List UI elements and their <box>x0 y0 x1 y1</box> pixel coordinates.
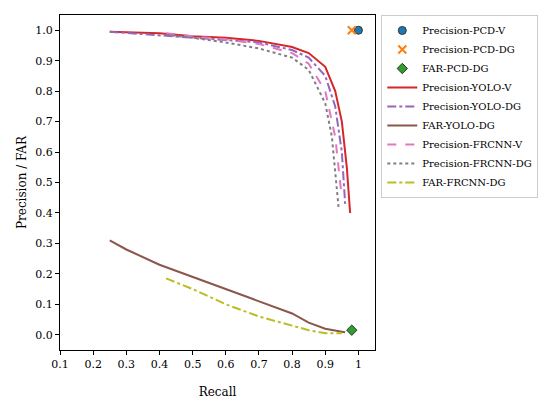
svg-text:0.0: 0.0 <box>35 329 53 342</box>
svg-text:0.3: 0.3 <box>35 237 53 250</box>
svg-text:FAR-FRCNN-DG: FAR-FRCNN-DG <box>422 177 505 188</box>
svg-text:Precision-YOLO-DG: Precision-YOLO-DG <box>422 101 521 112</box>
svg-text:Precision / FAR: Precision / FAR <box>15 135 29 229</box>
svg-text:0.2: 0.2 <box>84 358 102 371</box>
svg-text:0.1: 0.1 <box>51 358 69 371</box>
svg-text:Precision-PCD-V: Precision-PCD-V <box>422 25 506 36</box>
svg-text:0.2: 0.2 <box>35 268 53 281</box>
svg-text:0.8: 0.8 <box>283 358 301 371</box>
svg-text:1: 1 <box>355 358 362 371</box>
svg-text:0.9: 0.9 <box>35 55 53 68</box>
svg-text:Precision-PCD-DG: Precision-PCD-DG <box>422 44 514 55</box>
svg-text:1.0: 1.0 <box>35 24 53 37</box>
svg-text:0.1: 0.1 <box>35 298 53 311</box>
svg-text:0.7: 0.7 <box>35 115 53 128</box>
svg-text:Precision-FRCNN-V: Precision-FRCNN-V <box>422 139 523 150</box>
svg-text:0.7: 0.7 <box>250 358 268 371</box>
svg-text:FAR-PCD-DG: FAR-PCD-DG <box>422 63 488 74</box>
svg-text:0.4: 0.4 <box>151 358 169 371</box>
svg-text:0.5: 0.5 <box>35 176 53 189</box>
svg-text:Recall: Recall <box>199 385 237 399</box>
svg-text:Precision-FRCNN-DG: Precision-FRCNN-DG <box>422 158 531 169</box>
svg-text:Precision-YOLO-V: Precision-YOLO-V <box>422 82 512 93</box>
svg-text:FAR-YOLO-DG: FAR-YOLO-DG <box>422 120 495 131</box>
svg-text:0.5: 0.5 <box>184 358 202 371</box>
svg-text:0.8: 0.8 <box>35 85 53 98</box>
svg-text:0.4: 0.4 <box>35 207 53 220</box>
svg-text:0.6: 0.6 <box>35 146 53 159</box>
svg-text:0.6: 0.6 <box>217 358 235 371</box>
svg-text:0.9: 0.9 <box>317 358 335 371</box>
svg-text:0.3: 0.3 <box>118 358 136 371</box>
